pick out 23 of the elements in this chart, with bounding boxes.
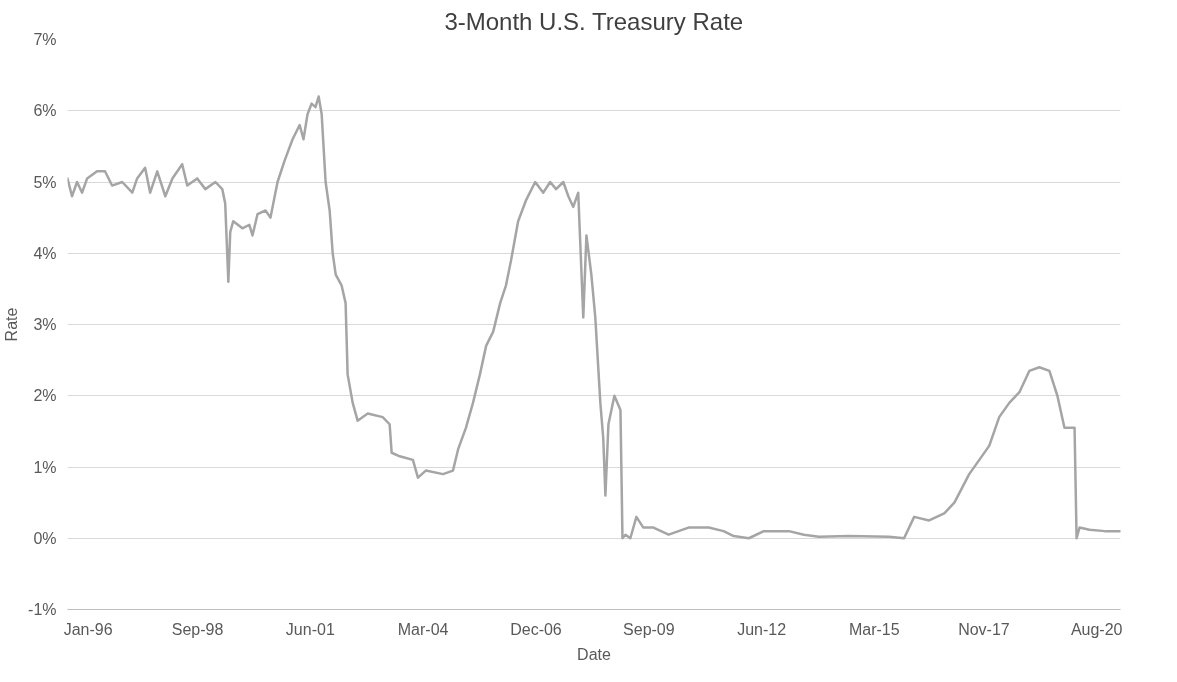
y-tick-label: 1% bbox=[33, 458, 57, 476]
x-axis-title: Date bbox=[577, 645, 611, 663]
y-tick-label: 4% bbox=[33, 244, 57, 262]
y-tick-label: 2% bbox=[33, 387, 57, 405]
y-tick-label: 6% bbox=[33, 102, 57, 120]
x-tick-label: Sep-09 bbox=[623, 620, 675, 638]
y-tick-label: 5% bbox=[33, 173, 57, 191]
x-tick-label: Sep-98 bbox=[171, 620, 224, 638]
y-tick-label: -1% bbox=[28, 601, 57, 618]
x-tick-label: Dec-06 bbox=[510, 620, 562, 638]
x-tick-label: Nov-17 bbox=[958, 620, 1010, 638]
y-tick-label: 0% bbox=[33, 529, 57, 547]
chart-title: 3-Month U.S. Treasury Rate bbox=[444, 7, 744, 35]
y-tick-label: 7% bbox=[33, 31, 57, 48]
x-tick-label: Mar-15 bbox=[848, 620, 900, 638]
x-tick-label: Jan-96 bbox=[63, 620, 113, 638]
line-series bbox=[67, 95, 1121, 540]
y-tick-label: 3% bbox=[33, 316, 57, 333]
y-axis-title: Rate bbox=[3, 307, 21, 342]
x-tick-label: Aug-20 bbox=[1070, 620, 1123, 638]
x-tick-label: Mar-04 bbox=[397, 620, 449, 638]
x-tick-label: Jun-01 bbox=[285, 620, 335, 638]
x-tick-label: Jun-12 bbox=[737, 620, 787, 638]
